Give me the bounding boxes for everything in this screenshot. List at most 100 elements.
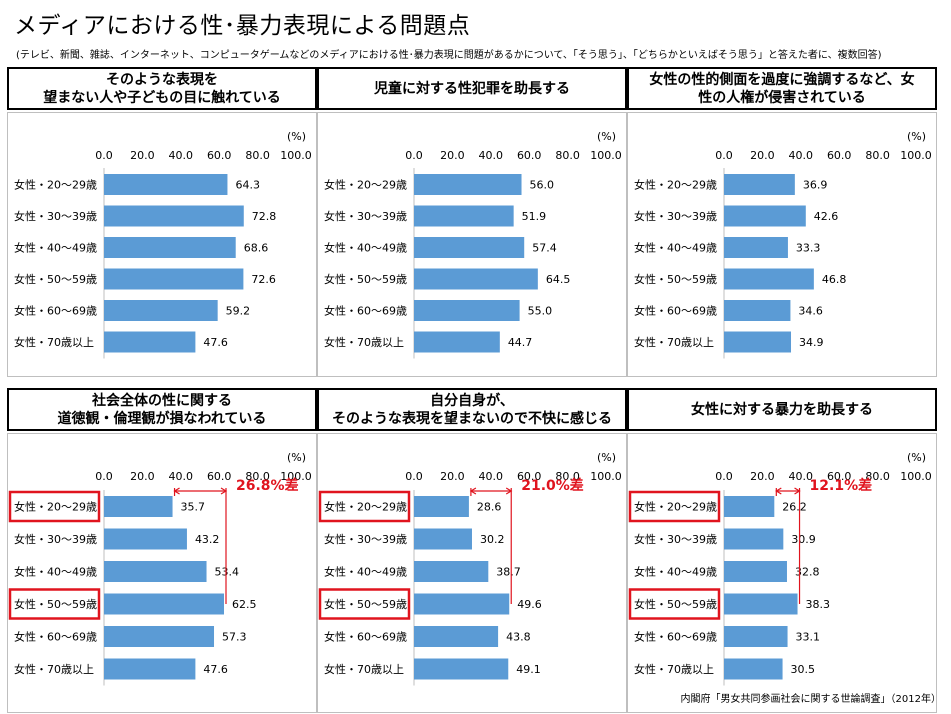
data-label: 68.6 <box>244 242 269 255</box>
bar <box>414 561 489 582</box>
bar <box>104 593 224 615</box>
chart-panel: 児童に対する性犯罪を助長する (%) 0.0 20.0 40.0 60.0 80.0 100.… <box>317 67 627 377</box>
bar <box>104 626 215 647</box>
data-label: 36.9 <box>803 179 828 192</box>
highlight-box <box>318 490 411 523</box>
category-label: 女性・70歳以上 <box>634 662 714 676</box>
category-label: 女性・70歳以上 <box>324 662 404 676</box>
tick-label: 100.0 <box>900 149 932 162</box>
bar <box>724 593 798 615</box>
data-label: 49.6 <box>517 598 542 611</box>
chart-body: (%) 0.0 20.0 40.0 60.0 80.0 100.0 女性・20～29歳 35.7… <box>7 433 317 713</box>
data-label: 59.2 <box>226 305 251 318</box>
tick-label: 0.0 <box>715 470 733 483</box>
data-label: 30.2 <box>480 533 505 546</box>
chart-panel: 自分自身が、 そのような表現を望まないので不快に感じる (%) 0.0 20.0 40.… <box>317 388 627 713</box>
bar <box>104 300 218 321</box>
tick-label: 40.0 <box>789 470 814 483</box>
difference-label: 26.8%差 <box>236 477 299 494</box>
data-label: 42.6 <box>814 210 839 223</box>
tick-label: 0.0 <box>405 470 423 483</box>
bar <box>104 205 244 227</box>
tick-label: 0.0 <box>715 149 733 162</box>
bar <box>414 268 538 290</box>
bar <box>414 528 472 550</box>
category-label: 女性・50～59歳 <box>634 272 717 286</box>
difference-label: 12.1%差 <box>810 477 873 494</box>
tick-label: 80.0 <box>865 470 890 483</box>
bar <box>414 626 499 647</box>
chart-body: (%) 0.0 20.0 40.0 60.0 80.0 100.0 女性・20～29歳 26.2… <box>627 433 937 713</box>
bar <box>104 561 207 582</box>
tick-label: 100.0 <box>280 470 312 483</box>
bar <box>724 205 806 227</box>
tick-label: 60.0 <box>517 149 542 162</box>
chart-body: (%) 0.0 20.0 40.0 60.0 80.0 100.0 女性・20～29歳 56.0… <box>317 112 627 377</box>
arrow-head <box>775 487 782 495</box>
tick-label: 0.0 <box>405 149 423 162</box>
unit-label: (%) <box>287 130 306 143</box>
bar <box>724 331 792 353</box>
unit-label: (%) <box>597 451 616 464</box>
bar <box>414 174 522 195</box>
tick-label: 20.0 <box>130 470 155 483</box>
tick-label: 60.0 <box>517 470 542 483</box>
bar <box>724 561 787 582</box>
tick-label: 20.0 <box>440 149 465 162</box>
unit-label: (%) <box>907 130 926 143</box>
bar <box>104 658 196 680</box>
tick-label: 80.0 <box>555 149 580 162</box>
bar <box>104 528 187 550</box>
data-label: 57.3 <box>222 631 247 644</box>
tick-label: 60.0 <box>207 149 232 162</box>
category-label: 女性・50～59歳 <box>14 272 97 286</box>
highlight-box <box>318 588 411 620</box>
category-label: 女性・40～49歳 <box>324 241 407 255</box>
data-label: 72.6 <box>251 273 276 286</box>
bar <box>724 300 791 321</box>
tick-label: 0.0 <box>95 149 113 162</box>
category-label: 女性・50～59歳 <box>324 597 407 611</box>
category-label: 女性・70歳以上 <box>634 335 714 349</box>
category-label: 女性・30～39歳 <box>14 532 97 546</box>
bar <box>414 496 469 517</box>
tick-label: 80.0 <box>865 149 890 162</box>
category-label: 女性・40～49歳 <box>634 565 717 579</box>
tick-label: 100.0 <box>590 149 622 162</box>
highlight-box <box>628 490 721 523</box>
data-label: 62.5 <box>232 598 257 611</box>
bar-chart: (%) 0.0 20.0 40.0 60.0 80.0 100.0 女性・20～29歳 35.7… <box>8 451 312 686</box>
tick-label: 40.0 <box>169 470 194 483</box>
highlight-box <box>8 490 101 523</box>
data-label: 49.1 <box>516 663 541 676</box>
category-label: 女性・50～59歳 <box>324 272 407 286</box>
category-label: 女性・30～39歳 <box>634 209 717 223</box>
data-label: 33.1 <box>796 631 821 644</box>
tick-label: 100.0 <box>280 149 312 162</box>
tick-label: 100.0 <box>900 470 932 483</box>
bar <box>724 237 788 258</box>
chart-title: 女性に対する暴力を助長する <box>627 388 937 431</box>
arrow-head <box>469 487 477 495</box>
bar <box>724 496 775 517</box>
bar <box>104 331 196 353</box>
bar <box>414 300 520 321</box>
data-label: 47.6 <box>203 336 228 349</box>
tick-label: 60.0 <box>207 470 232 483</box>
data-label: 55.0 <box>528 305 553 318</box>
data-label: 30.5 <box>791 663 816 676</box>
bar <box>414 331 500 353</box>
data-label: 64.5 <box>546 273 571 286</box>
tick-label: 100.0 <box>590 470 622 483</box>
tick-label: 20.0 <box>750 149 775 162</box>
category-label: 女性・30～39歳 <box>634 532 717 546</box>
arrow-head <box>173 487 180 495</box>
data-label: 43.8 <box>506 631 531 644</box>
data-label: 34.9 <box>799 336 824 349</box>
bar <box>724 626 788 647</box>
tick-label: 40.0 <box>479 149 504 162</box>
category-label: 女性・20～29歳 <box>324 500 407 514</box>
bar-chart: (%) 0.0 20.0 40.0 60.0 80.0 100.0 女性・20～29歳 26.2… <box>628 451 932 686</box>
highlight-box <box>628 588 721 620</box>
bar <box>104 268 244 290</box>
